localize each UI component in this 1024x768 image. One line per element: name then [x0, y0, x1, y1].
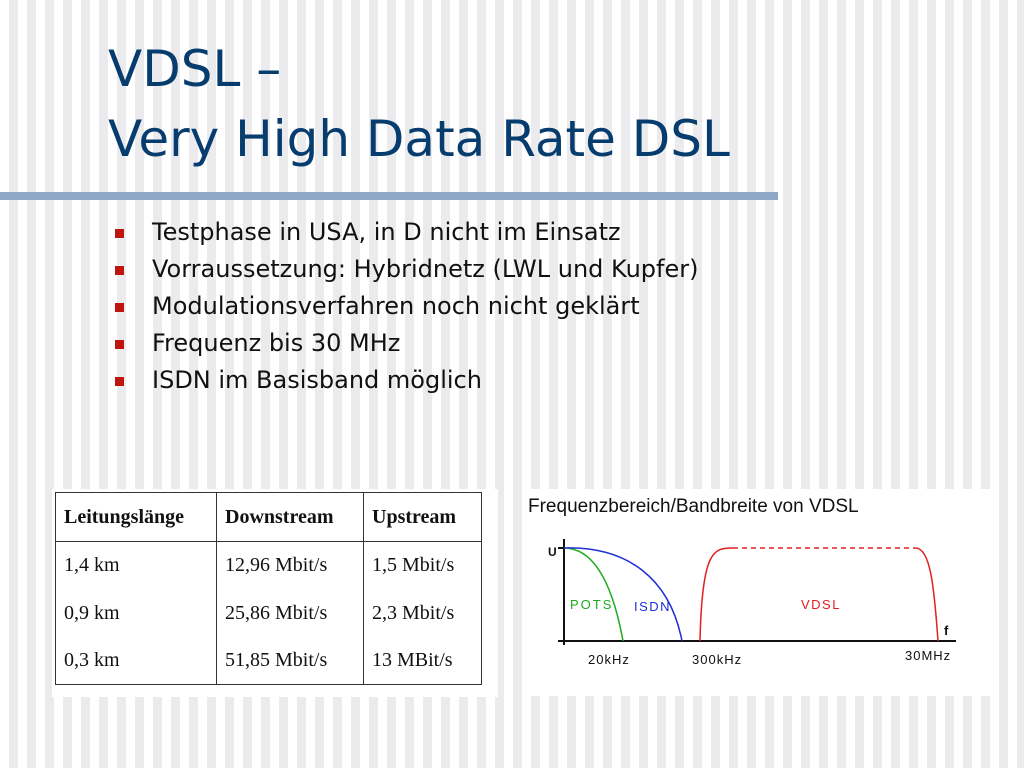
- y-axis-label: U: [548, 545, 557, 559]
- table-cell: 1,5 Mbit/s: [363, 541, 482, 590]
- bullet-text: Vorraussetzung: Hybridnetz (LWL und Kupf…: [152, 255, 699, 283]
- tick-label-30mhz: 30MHz: [905, 648, 951, 663]
- vdsl-band-fall: [915, 547, 939, 642]
- slide-title: VDSL – Very High Data Rate DSL: [108, 34, 730, 174]
- bullet-item: Modulationsverfahren noch nicht geklärt: [112, 292, 752, 321]
- vdsl-label: VDSL: [801, 597, 841, 612]
- table-cell: 1,4 km: [55, 541, 217, 590]
- slide-title-line-1: VDSL –: [108, 40, 282, 98]
- speed-table-panel: Leitungslänge Downstream Upstream 1,4 km…: [52, 489, 498, 697]
- bullet-item: Testphase in USA, in D nicht im Einsatz: [112, 218, 752, 247]
- table-row: 0,9 km 25,86 Mbit/s 2,3 Mbit/s: [55, 589, 482, 637]
- table-header-cell: Downstream: [216, 491, 364, 543]
- isdn-label: ISDN: [634, 599, 671, 614]
- slide-title-line-2: Very High Data Rate DSL: [108, 110, 730, 168]
- table-cell: 13 MBit/s: [363, 636, 482, 685]
- frequency-diagram-panel: Frequenzbereich/Bandbreite von VDSL U f …: [528, 489, 996, 696]
- bullet-square-icon: [115, 377, 124, 386]
- bullet-item: Frequenz bis 30 MHz: [112, 329, 752, 358]
- title-divider: [0, 192, 778, 200]
- bullet-list: Testphase in USA, in D nicht im Einsatz …: [112, 218, 752, 403]
- bullet-text: Modulationsverfahren noch nicht geklärt: [152, 292, 640, 320]
- pots-band-curve: [563, 547, 624, 642]
- table-cell: 0,3 km: [55, 636, 217, 685]
- table-header-cell: Leitungslänge: [55, 491, 217, 543]
- bullet-square-icon: [115, 266, 124, 275]
- tick-label-300khz: 300kHz: [692, 652, 742, 667]
- diagram-title: Frequenzbereich/Bandbreite von VDSL: [528, 496, 859, 517]
- isdn-band-curve: [563, 547, 683, 642]
- bullet-square-icon: [115, 303, 124, 312]
- table-row: 1,4 km 12,96 Mbit/s 1,5 Mbit/s: [55, 541, 482, 590]
- bullet-square-icon: [115, 340, 124, 349]
- vdsl-band-rise: [699, 547, 734, 642]
- bullet-square-icon: [115, 229, 124, 238]
- bullet-text: Testphase in USA, in D nicht im Einsatz: [152, 218, 621, 246]
- table-header-cell: Upstream: [363, 491, 482, 543]
- table-cell: 2,3 Mbit/s: [363, 589, 482, 637]
- tick-label-20khz: 20kHz: [588, 652, 630, 667]
- bullet-item: ISDN im Basisband möglich: [112, 366, 752, 395]
- x-axis-label: f: [944, 623, 949, 638]
- bullet-text: ISDN im Basisband möglich: [152, 366, 482, 394]
- bullet-item: Vorraussetzung: Hybridnetz (LWL und Kupf…: [112, 255, 752, 284]
- bullet-text: Frequenz bis 30 MHz: [152, 329, 401, 357]
- pots-label: POTS: [570, 597, 613, 612]
- table-header-row: Leitungslänge Downstream Upstream: [55, 491, 482, 543]
- table-cell: 25,86 Mbit/s: [216, 589, 364, 637]
- table-cell: 12,96 Mbit/s: [216, 541, 364, 590]
- frequency-diagram: Frequenzbereich/Bandbreite von VDSL U f …: [528, 496, 956, 667]
- table-row: 0,3 km 51,85 Mbit/s 13 MBit/s: [55, 636, 482, 685]
- table-cell: 51,85 Mbit/s: [216, 636, 364, 685]
- table-cell: 0,9 km: [55, 589, 217, 637]
- speed-table: Leitungslänge Downstream Upstream 1,4 km…: [55, 491, 482, 685]
